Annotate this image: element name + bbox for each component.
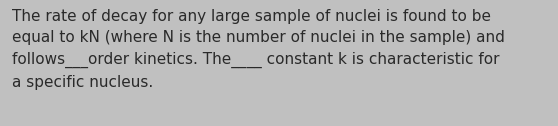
Text: The rate of decay for any large sample of nuclei is found to be
equal to kN (whe: The rate of decay for any large sample o… [12,9,505,90]
